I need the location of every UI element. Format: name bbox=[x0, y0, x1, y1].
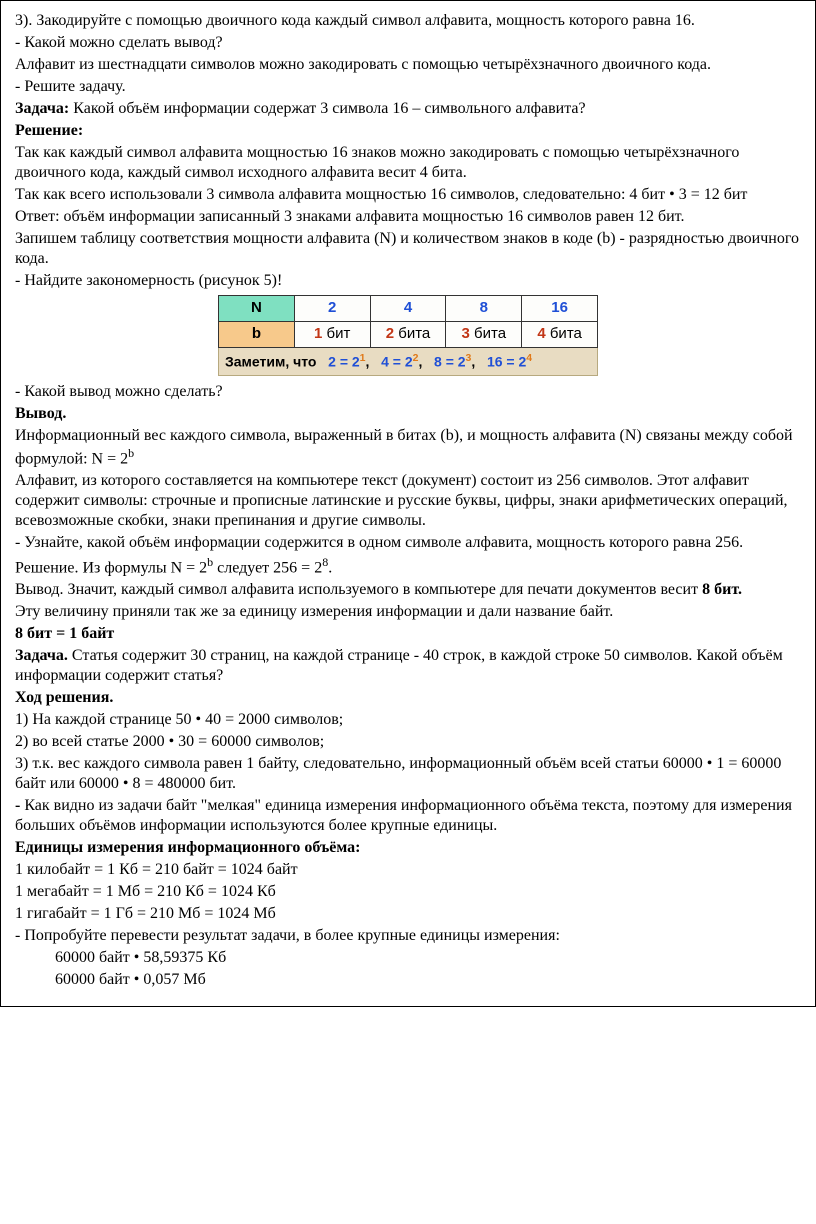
text-line: - Какой можно сделать вывод? bbox=[15, 33, 801, 53]
solution-steps-label: Ход решения. bbox=[15, 688, 801, 708]
table-header-N: N bbox=[219, 296, 295, 322]
figure-5: N 2 4 8 16 b 1 бит 2 бита 3 бита 4 бита … bbox=[218, 295, 598, 376]
text-line: 60000 байт • 0,057 Мб bbox=[15, 970, 801, 990]
task-label: Задача: bbox=[15, 100, 69, 117]
text-line: Вывод. Значит, каждый символ алфавита ис… bbox=[15, 580, 801, 600]
bit-byte-rule: 8 бит = 1 байт bbox=[15, 624, 801, 644]
table-cell: 2 bbox=[294, 296, 370, 322]
text-line: 1 гигабайт = 1 Гб = 210 Мб = 1024 Мб bbox=[15, 904, 801, 924]
table-cell: 4 bbox=[370, 296, 446, 322]
text-line: Алфавит из шестнадцати символов можно за… bbox=[15, 55, 801, 75]
text-line: Задача: Какой объём информации содержат … bbox=[15, 99, 801, 119]
table-cell: 16 bbox=[522, 296, 598, 322]
text-line: Так как всего использовали 3 символа алф… bbox=[15, 185, 801, 205]
table-cell: 8 bbox=[446, 296, 522, 322]
solution-label: Решение: bbox=[15, 121, 801, 141]
text-line: 1 мегабайт = 1 Мб = 210 Кб = 1024 Кб bbox=[15, 882, 801, 902]
text-line: - Какой вывод можно сделать? bbox=[15, 382, 801, 402]
table-cell: 3 бита bbox=[446, 321, 522, 347]
text-line: Ответ: объём информации записанный 3 зна… bbox=[15, 207, 801, 227]
table-cell: 1 бит bbox=[294, 321, 370, 347]
text-line: Эту величину приняли так же за единицу и… bbox=[15, 602, 801, 622]
text-line: - Решите задачу. bbox=[15, 77, 801, 97]
caption-label: Заметим, что bbox=[225, 353, 316, 369]
table-cell: 4 бита bbox=[522, 321, 598, 347]
text-line: - Узнайте, какой объём информации содерж… bbox=[15, 533, 801, 553]
text-line: 60000 байт • 58,59375 Кб bbox=[15, 948, 801, 968]
text-line: - Как видно из задачи байт "мелкая" един… bbox=[15, 796, 801, 836]
text-line: 2) во всей статье 2000 • 30 = 60000 симв… bbox=[15, 732, 801, 752]
text-line: - Найдите закономерность (рисунок 5)! bbox=[15, 271, 801, 291]
text-line: 3) т.к. вес каждого символа равен 1 байт… bbox=[15, 754, 801, 794]
text-line: 3). Закодируйте с помощью двоичного кода… bbox=[15, 11, 801, 31]
text-line: Запишем таблицу соответствия мощности ал… bbox=[15, 229, 801, 269]
task-label: Задача. bbox=[15, 647, 68, 664]
table-header-b: b bbox=[219, 321, 295, 347]
table-cell: 2 бита bbox=[370, 321, 446, 347]
alphabet-power-table: N 2 4 8 16 b 1 бит 2 бита 3 бита 4 бита bbox=[218, 295, 598, 348]
text: Какой объём информации содержат 3 символ… bbox=[69, 100, 585, 117]
text-line: Так как каждый символ алфавита мощностью… bbox=[15, 143, 801, 183]
text-line: 1) На каждой странице 50 • 40 = 2000 сим… bbox=[15, 710, 801, 730]
conclusion-label: Вывод. bbox=[15, 404, 801, 424]
text-line: Информационный вес каждого символа, выра… bbox=[15, 426, 801, 469]
text-line: Решение. Из формулы N = 2b следует 256 =… bbox=[15, 555, 801, 578]
figure-caption: Заметим, что 2 = 21, 4 = 22, 8 = 23, 16 … bbox=[218, 348, 598, 376]
text-line: Алфавит, из которого составляется на ком… bbox=[15, 471, 801, 531]
units-label: Единицы измерения информационного объёма… bbox=[15, 838, 801, 858]
text-line: Задача. Статья содержит 30 страниц, на к… bbox=[15, 646, 801, 686]
text-line: - Попробуйте перевести результат задачи,… bbox=[15, 926, 801, 946]
text-line: 1 килобайт = 1 Кб = 210 байт = 1024 байт bbox=[15, 860, 801, 880]
document-page: 3). Закодируйте с помощью двоичного кода… bbox=[0, 0, 816, 1007]
